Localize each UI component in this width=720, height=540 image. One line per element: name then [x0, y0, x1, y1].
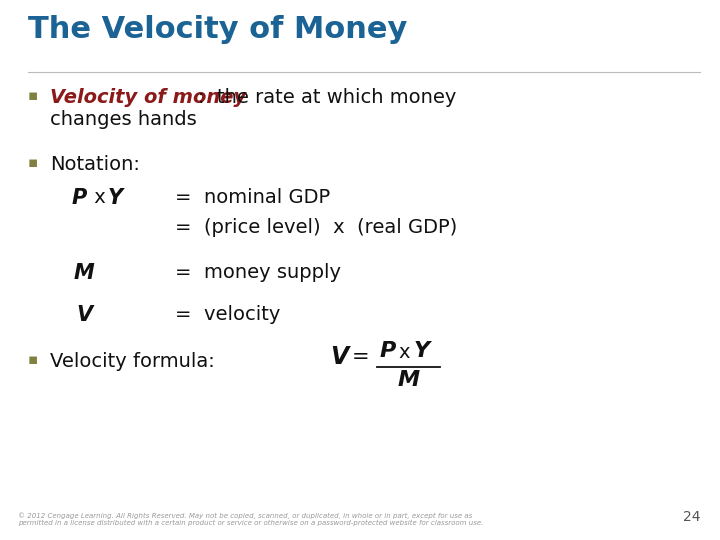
Text: x: x: [88, 188, 112, 207]
Text: 24: 24: [683, 510, 700, 524]
Text: =  nominal GDP: = nominal GDP: [175, 188, 330, 207]
Text: Velocity of money: Velocity of money: [50, 88, 246, 107]
Text: Notation:: Notation:: [50, 155, 140, 174]
Text: V: V: [330, 345, 348, 369]
Text: x: x: [398, 343, 410, 362]
Text: Velocity formula:: Velocity formula:: [50, 352, 215, 371]
Text: ▪: ▪: [28, 155, 38, 170]
Text: M: M: [74, 263, 95, 283]
Text: Y: Y: [108, 188, 123, 208]
Text: © 2012 Cengage Learning. All Rights Reserved. May not be copied, scanned, or dup: © 2012 Cengage Learning. All Rights Rese…: [18, 512, 483, 526]
Text: M: M: [398, 370, 420, 390]
Text: P: P: [380, 341, 396, 361]
Text: P: P: [72, 188, 87, 208]
Text: :  the rate at which money: : the rate at which money: [198, 88, 456, 107]
Text: =  money supply: = money supply: [175, 263, 341, 282]
Text: ▪: ▪: [28, 352, 38, 367]
Text: V: V: [76, 305, 92, 325]
Text: =  velocity: = velocity: [175, 305, 280, 324]
Text: ▪: ▪: [28, 88, 38, 103]
Text: =: =: [352, 347, 369, 367]
Text: =  (price level)  x  (real GDP): = (price level) x (real GDP): [175, 218, 457, 237]
Text: Y: Y: [414, 341, 430, 361]
Text: changes hands: changes hands: [50, 110, 197, 129]
Text: The Velocity of Money: The Velocity of Money: [28, 15, 408, 44]
